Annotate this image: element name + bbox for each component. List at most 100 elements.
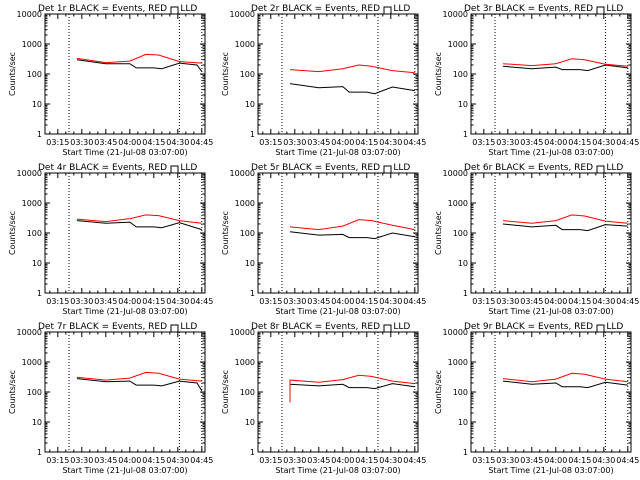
y-tick-label: 10 bbox=[32, 259, 42, 268]
plot-title: Det 3r BLACK = Events, RED = LLD bbox=[464, 4, 623, 14]
y-tick-label: 100 bbox=[453, 229, 468, 238]
series-line-1 bbox=[502, 64, 628, 72]
y-tick-label: 10 bbox=[245, 100, 255, 109]
series-line-2 bbox=[76, 53, 202, 64]
x-tick-label: 04:00 bbox=[544, 138, 567, 147]
y-axis-label: Counts/sec bbox=[434, 52, 443, 96]
x-tick-label: 04:45 bbox=[403, 138, 426, 147]
y-tick-label: 1 bbox=[37, 289, 42, 298]
plot-panel-7: Det 7r BLACK = Events, RED = LLD 1 10 100 10… bbox=[8, 322, 213, 475]
x-tick-label: 04:45 bbox=[403, 297, 426, 306]
y-tick-label: 1000 bbox=[22, 199, 42, 208]
x-tick-label: 03:15 bbox=[46, 297, 69, 306]
marker-box bbox=[596, 6, 605, 15]
plot-panel-4: Det 4r BLACK = Events, RED = LLD 1 10 100 10… bbox=[8, 163, 213, 316]
marker-box bbox=[170, 324, 179, 333]
x-tick-label: 04:15 bbox=[355, 456, 378, 465]
x-tick-label: 04:30 bbox=[379, 297, 402, 306]
series-line-2 bbox=[502, 58, 628, 67]
x-tick-label: 04:30 bbox=[592, 138, 615, 147]
marker-box bbox=[596, 165, 605, 174]
plot-title: Det 6r BLACK = Events, RED = LLD bbox=[464, 163, 623, 173]
y-tick-label: 1 bbox=[37, 448, 42, 457]
x-tick-label: 03:30 bbox=[283, 138, 306, 147]
series-line-2 bbox=[76, 214, 202, 224]
x-tick-label: 04:45 bbox=[616, 138, 639, 147]
plot-title: Det 9r BLACK = Events, RED = LLD bbox=[464, 322, 623, 332]
series-line-1 bbox=[76, 59, 203, 72]
x-tick-label: 04:15 bbox=[142, 297, 165, 306]
x-tick-label: 04:15 bbox=[355, 297, 378, 306]
y-axis-label: Counts/sec bbox=[434, 370, 443, 414]
x-tick-label: 04:45 bbox=[616, 456, 639, 465]
y-tick-label: 1 bbox=[250, 448, 255, 457]
x-tick-label: 03:45 bbox=[94, 138, 117, 147]
y-tick-label: 1000 bbox=[22, 358, 42, 367]
y-tick-label: 10000 bbox=[17, 169, 42, 178]
plot-title: Det 1r BLACK = Events, RED = LLD bbox=[38, 4, 197, 14]
y-tick-label: 10 bbox=[458, 100, 468, 109]
series-line-2 bbox=[76, 371, 202, 382]
x-axis-label: Start Time (21-Jul-08 03:07:00) bbox=[275, 148, 400, 157]
series-line-2 bbox=[502, 214, 628, 224]
x-tick-label: 03:30 bbox=[496, 138, 519, 147]
y-tick-label: 1 bbox=[250, 289, 255, 298]
y-axis-label: Counts/sec bbox=[221, 52, 230, 96]
series-line-1 bbox=[289, 83, 415, 95]
x-tick-label: 04:00 bbox=[118, 297, 141, 306]
x-tick-label: 04:45 bbox=[190, 138, 213, 147]
y-tick-label: 100 bbox=[27, 70, 42, 79]
y-tick-label: 10000 bbox=[17, 328, 42, 337]
x-tick-label: 03:45 bbox=[520, 456, 543, 465]
y-tick-label: 10 bbox=[245, 418, 255, 427]
x-tick-label: 04:00 bbox=[331, 456, 354, 465]
x-axis-label: Start Time (21-Jul-08 03:07:00) bbox=[275, 307, 400, 316]
x-tick-label: 03:45 bbox=[520, 297, 543, 306]
y-tick-label: 1000 bbox=[22, 40, 42, 49]
y-tick-label: 100 bbox=[27, 388, 42, 397]
plot-panel-1: Det 1r BLACK = Events, RED = LLD 1 10 100 10… bbox=[8, 4, 213, 157]
x-tick-label: 04:00 bbox=[118, 138, 141, 147]
plot-title: Det 2r BLACK = Events, RED = LLD bbox=[251, 4, 410, 14]
y-tick-label: 1 bbox=[250, 130, 255, 139]
x-axis-label: Start Time (21-Jul-08 03:07:00) bbox=[275, 466, 400, 475]
series-line-2 bbox=[289, 64, 415, 74]
y-tick-label: 1 bbox=[463, 130, 468, 139]
marker-box bbox=[383, 6, 392, 15]
y-tick-label: 10000 bbox=[17, 10, 42, 19]
y-tick-label: 1000 bbox=[448, 358, 468, 367]
y-axis-label: Counts/sec bbox=[434, 211, 443, 255]
y-axis-label: Counts/sec bbox=[8, 370, 17, 414]
y-tick-label: 10000 bbox=[443, 10, 468, 19]
y-tick-label: 10 bbox=[32, 100, 42, 109]
plot-panel-5: Det 5r BLACK = Events, RED = LLD 1 10 100 10… bbox=[221, 163, 426, 316]
x-axis-label: Start Time (21-Jul-08 03:07:00) bbox=[488, 466, 613, 475]
plot-title: Det 8r BLACK = Events, RED = LLD bbox=[251, 322, 410, 332]
y-axis-label: Counts/sec bbox=[221, 211, 230, 255]
marker-box bbox=[170, 6, 179, 15]
y-axis-label: Counts/sec bbox=[221, 370, 230, 414]
x-tick-label: 03:30 bbox=[496, 297, 519, 306]
plot-panel-3: Det 3r BLACK = Events, RED = LLD 1 10 100 10… bbox=[434, 4, 639, 157]
x-tick-label: 03:30 bbox=[70, 138, 93, 147]
y-tick-label: 1 bbox=[463, 448, 468, 457]
plot-panel-9: Det 9r BLACK = Events, RED = LLD 1 10 100 10… bbox=[434, 322, 639, 475]
x-tick-label: 04:45 bbox=[190, 456, 213, 465]
x-tick-label: 04:00 bbox=[544, 297, 567, 306]
x-tick-label: 04:30 bbox=[379, 456, 402, 465]
x-tick-label: 03:30 bbox=[496, 456, 519, 465]
x-tick-label: 03:30 bbox=[283, 297, 306, 306]
x-tick-label: 04:30 bbox=[592, 297, 615, 306]
x-tick-label: 03:15 bbox=[472, 297, 495, 306]
series-line-2 bbox=[289, 219, 415, 231]
y-tick-label: 10 bbox=[32, 418, 42, 427]
x-tick-label: 04:45 bbox=[403, 456, 426, 465]
plot-title: Det 7r BLACK = Events, RED = LLD bbox=[38, 322, 197, 332]
x-tick-label: 03:15 bbox=[46, 138, 69, 147]
x-tick-label: 03:15 bbox=[259, 138, 282, 147]
plot-title: Det 4r BLACK = Events, RED = LLD bbox=[38, 163, 197, 173]
y-tick-label: 10 bbox=[458, 259, 468, 268]
x-tick-label: 04:15 bbox=[142, 456, 165, 465]
x-axis-label: Start Time (21-Jul-08 03:07:00) bbox=[62, 148, 187, 157]
